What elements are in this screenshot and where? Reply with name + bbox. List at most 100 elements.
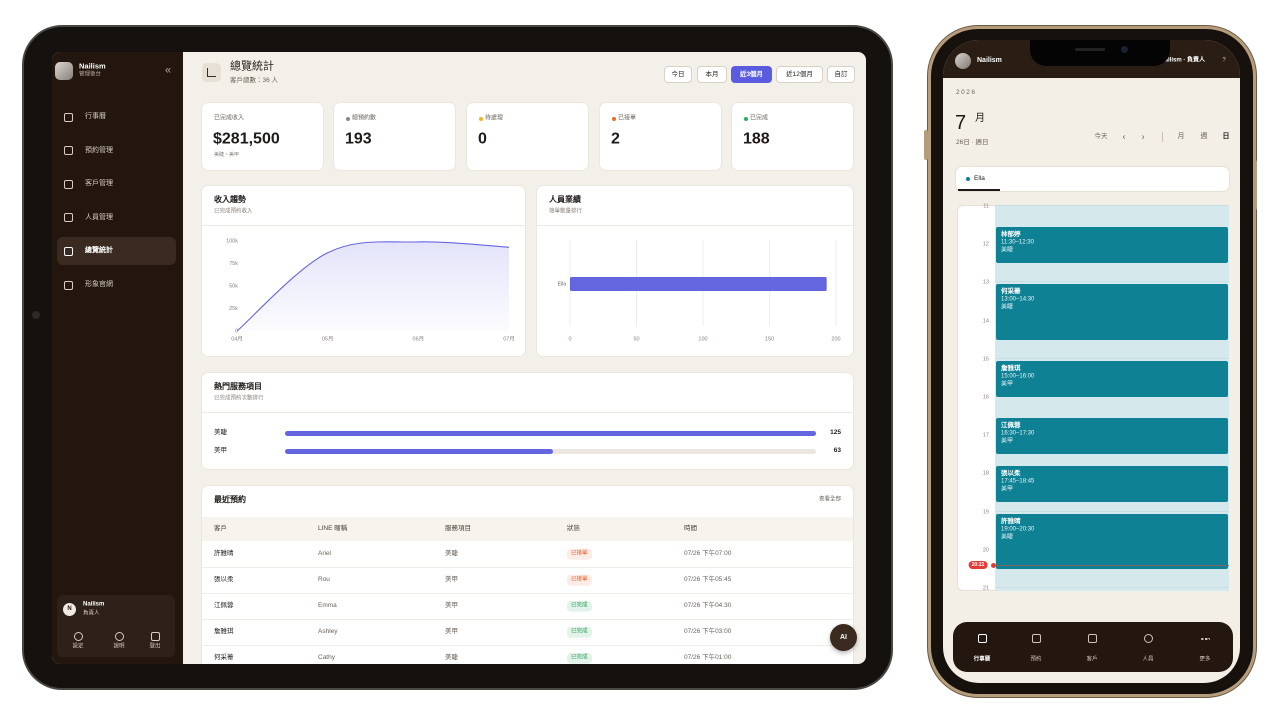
help-button[interactable]: ?: [1222, 57, 1226, 64]
prev-button[interactable]: ‹: [1122, 131, 1126, 142]
event-time: 16:30–17:30: [1001, 430, 1035, 437]
user-role: 負責人: [83, 610, 100, 617]
event-time: 19:00–20:30: [1001, 526, 1035, 532]
tab-underline: [958, 189, 1000, 191]
tab-button[interactable]: 預約: [1030, 656, 1042, 663]
table-row-divider: [202, 645, 853, 646]
range-button[interactable]: 近3個月: [731, 66, 772, 83]
nav-item[interactable]: 形象官網: [85, 280, 113, 288]
chart-card: [536, 185, 854, 357]
event-block[interactable]: [996, 513, 1228, 569]
phone-brand: Nailism: [977, 56, 1002, 64]
card-divider: [536, 225, 854, 226]
hour-label: 11: [983, 203, 989, 210]
table-cell: Ashley: [318, 628, 338, 636]
progress-bar: [285, 448, 553, 454]
tab-icon: [977, 634, 987, 643]
today-button[interactable]: 今天: [1094, 133, 1108, 141]
table-cell: Emma: [318, 602, 337, 610]
nav-icon: [64, 112, 73, 122]
event-block[interactable]: [996, 284, 1228, 340]
hour-line: [995, 587, 1229, 588]
table-cell: 美睫: [445, 550, 458, 558]
tab-button[interactable]: 更多: [1199, 656, 1211, 663]
footer-button[interactable]: 登出: [149, 643, 161, 650]
table-cell: Rou: [318, 576, 330, 584]
kpi-label: 已接單: [618, 115, 637, 122]
view-button[interactable]: 月: [1177, 132, 1185, 140]
kpi-dot: [744, 117, 748, 121]
table-cell: 張以柔: [214, 576, 234, 584]
tab-icon: [1031, 634, 1041, 643]
view-all-link[interactable]: 查看全部: [818, 496, 841, 503]
brand: Nailism: [79, 61, 106, 71]
nav-item[interactable]: 客戶管理: [85, 179, 113, 187]
view-button[interactable]: 日: [1222, 132, 1230, 140]
nav-icon: [64, 246, 73, 256]
header-icon-glyph: [207, 68, 216, 77]
hour-label: 15: [982, 356, 989, 363]
hour-line: [995, 281, 1229, 283]
tablet-camera: [32, 311, 40, 319]
status-badge: 已接單: [567, 548, 592, 560]
footer-button[interactable]: 說明: [113, 643, 125, 650]
kpi-label: 已完成收入: [214, 115, 245, 122]
kpi-value: 2: [611, 130, 620, 148]
nav-item[interactable]: 預約管理: [85, 146, 113, 154]
phone-notch: [1030, 40, 1170, 66]
range-button[interactable]: 近12個月: [776, 66, 823, 83]
table-row-divider: [202, 567, 853, 568]
table-cell: 07/26 下午07:00: [684, 550, 732, 558]
event-name: 林郁婷: [1001, 231, 1021, 239]
service-value: 125: [830, 429, 841, 437]
view-button[interactable]: 週: [1200, 132, 1208, 140]
event-service: 美甲: [1001, 381, 1014, 388]
tab-button[interactable]: 人員: [1142, 656, 1154, 663]
collapse-button[interactable]: «: [164, 64, 172, 77]
table-cell: 美甲: [445, 576, 458, 584]
footer-button[interactable]: 設定: [72, 643, 84, 650]
range-button[interactable]: 本月: [697, 66, 727, 83]
nav-item[interactable]: 行事曆: [85, 112, 106, 120]
table-cell: 江佩蓉: [214, 602, 234, 610]
kpi-card: [201, 102, 324, 171]
nav-item[interactable]: 總覽統計: [85, 247, 113, 255]
year: 2026: [956, 89, 977, 97]
event-block[interactable]: [996, 418, 1228, 455]
next-button[interactable]: ›: [1141, 131, 1145, 142]
ai-button[interactable]: AI: [830, 624, 857, 651]
event-service: 美睫: [1001, 534, 1014, 540]
kpi-card: [333, 102, 456, 171]
range-button[interactable]: 自訂: [827, 66, 855, 83]
table-cell: 07/26 下午01:00: [684, 654, 732, 662]
table-header-row: [202, 517, 853, 541]
table-row-divider: [202, 593, 853, 594]
event-name: 何采蓁: [1001, 288, 1021, 296]
card-subtitle: 已完成預約收入: [214, 208, 253, 215]
nav-item[interactable]: 人員管理: [85, 213, 113, 221]
kpi-value: $281,500: [213, 130, 280, 148]
range-button[interactable]: 今日: [664, 66, 692, 83]
kpi-note: 美睫・美甲: [214, 152, 240, 158]
hour-label: 17: [982, 432, 989, 439]
phone-account: Nailism · 負責人: [1160, 57, 1205, 64]
event-block[interactable]: [996, 465, 1228, 503]
header-icon: [202, 63, 221, 82]
notch-camera: [1121, 46, 1128, 53]
event-service: 美甲: [1001, 486, 1014, 493]
tab-button[interactable]: 客戶: [1086, 656, 1098, 663]
event-block[interactable]: [996, 360, 1228, 397]
tab-button[interactable]: 行事曆: [973, 656, 991, 663]
separator: [1162, 132, 1163, 142]
hour-label: 20: [982, 547, 989, 554]
table-cell: 美甲: [445, 628, 458, 636]
kpi-card: [731, 102, 854, 171]
kpi-label: 總預約數: [352, 115, 377, 122]
kpi-dot: [346, 117, 350, 121]
event-block[interactable]: [996, 227, 1228, 264]
phone-button: [1253, 160, 1257, 210]
card-title: 人員業績: [549, 195, 581, 205]
staff-tab[interactable]: Ella: [974, 175, 985, 183]
